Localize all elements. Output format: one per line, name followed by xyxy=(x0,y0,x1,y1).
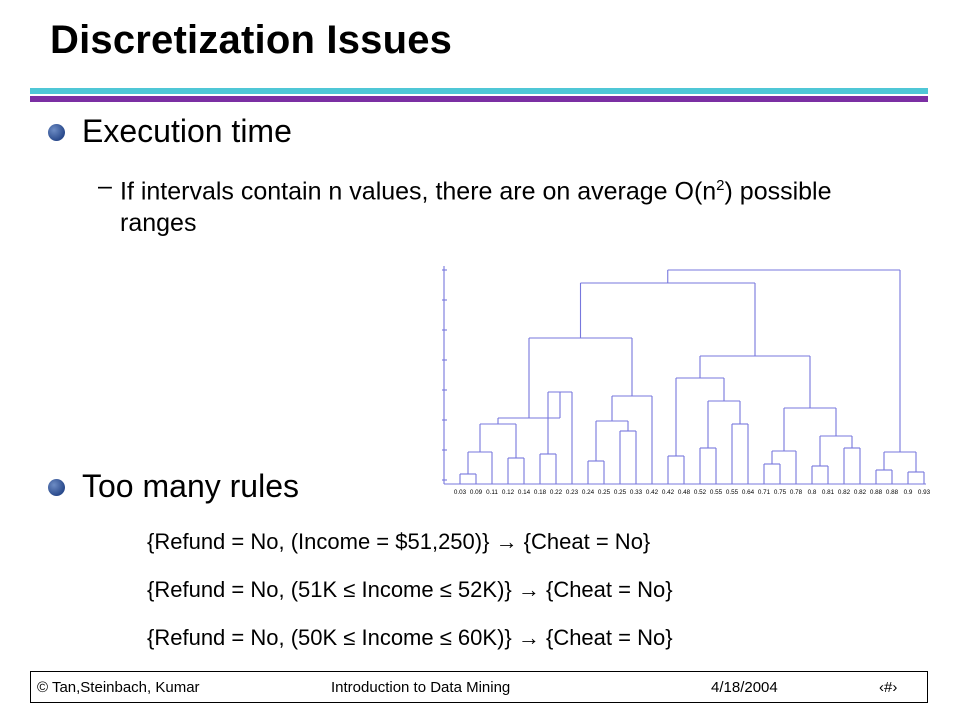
dendrogram-leaf-label: 0.09 xyxy=(470,489,483,496)
dendrogram-leaf-label: 0.81 xyxy=(822,489,835,496)
footer-course: Introduction to Data Mining xyxy=(331,679,511,696)
dendrogram-leaf-label: 0.82 xyxy=(838,489,851,496)
dendrogram-leaf-label: 0.12 xyxy=(502,489,515,496)
dendrogram-leaf-label: 0.33 xyxy=(630,489,643,496)
superscript: 2 xyxy=(716,177,725,194)
sub-bullet-text-a: If intervals contain n values, there are… xyxy=(120,177,717,206)
bullet-text: Execution time xyxy=(82,113,292,149)
dendrogram-leaf-label: 0.18 xyxy=(534,489,547,496)
rule-1: {Refund = No, (Income = $51,250)} → {Che… xyxy=(147,529,651,554)
dendrogram-leaf-label: 0.48 xyxy=(678,489,691,496)
bullet-dot-icon xyxy=(48,479,65,496)
dendrogram-leaf-label: 0.82 xyxy=(854,489,867,496)
title-underline-cyan xyxy=(30,88,928,94)
sub-bullet-text-b: ) possible ranges xyxy=(120,177,832,238)
slide-footer: © Tan,Steinbach, Kumar Introduction to D… xyxy=(30,671,928,703)
dendrogram-leaf-label: 0.78 xyxy=(790,489,803,496)
dendrogram-leaf-label: 0.52 xyxy=(694,489,707,496)
bullet-too-many-rules: Too many rules xyxy=(48,468,299,505)
dendrogram-leaf-label: 0.14 xyxy=(518,489,531,496)
bullet-text: Too many rules xyxy=(82,468,299,504)
slide-title: Discretization Issues xyxy=(50,18,453,62)
dendrogram-leaf-label: 0.11 xyxy=(486,489,498,496)
footer-copyright: © Tan,Steinbach, Kumar xyxy=(37,679,200,696)
dendrogram-leaf-label: 0.55 xyxy=(726,489,739,496)
dendrogram-leaf-label: 0.42 xyxy=(646,489,659,496)
bullet-execution-time: Execution time xyxy=(48,113,292,150)
dendrogram-leaf-label: 0.75 xyxy=(774,489,787,496)
dendrogram-leaf-label: 0.64 xyxy=(742,489,755,496)
dendrogram-leaf-label: 0.8 xyxy=(808,489,817,496)
dendrogram-leaf-label: 0.03 xyxy=(454,489,467,496)
dendrogram-leaf-label: 0.23 xyxy=(566,489,579,496)
footer-page-number: ‹#› xyxy=(879,679,898,696)
sub-bullet-ranges: – If intervals contain n values, there a… xyxy=(98,170,840,239)
dendrogram-leaf-label: 0.42 xyxy=(662,489,675,496)
dendrogram-leaf-label: 0.9 xyxy=(904,489,913,496)
title-underline-purple xyxy=(30,96,928,102)
dendrogram: 0.03 0.09 0.11 0.12 0.14 0.18 0.22 0.23 0.24 0.25… xyxy=(442,266,931,496)
dendrogram-leaf-label: 0.88 xyxy=(886,489,899,496)
rule-3: {Refund = No, (50K ≤ Income ≤ 60K)} → {C… xyxy=(147,625,673,650)
rule-2: {Refund = No, (51K ≤ Income ≤ 52K)} → {C… xyxy=(147,577,673,602)
dendrogram-leaf-label: 0.25 xyxy=(598,489,611,496)
dendrogram-leaf-label: 0.88 xyxy=(870,489,883,496)
dendrogram-leaf-label: 0.55 xyxy=(710,489,723,496)
dash-icon: – xyxy=(98,172,112,200)
dendrogram-leaf-label: 0.22 xyxy=(550,489,563,496)
dendrogram-leaf-label: 0.93 xyxy=(918,489,931,496)
dendrogram-leaf-label: 0.25 xyxy=(614,489,627,496)
dendrogram-leaf-label: 0.71 xyxy=(758,489,771,496)
footer-date: 4/18/2004 xyxy=(711,679,778,696)
bullet-dot-icon xyxy=(48,124,65,141)
dendrogram-leaf-label: 0.24 xyxy=(582,489,595,496)
